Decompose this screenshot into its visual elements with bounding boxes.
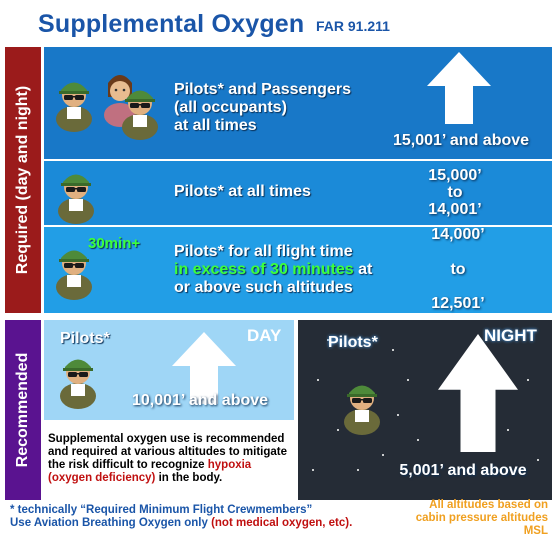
tier-3-alt-bottom: 12,501’ (431, 295, 485, 312)
day-pilots-label: Pilots* (60, 330, 110, 347)
tier-1-text: Pilots* and Passengers (all occupants) a… (174, 81, 351, 134)
regulation-reference: FAR 91.211 (316, 18, 390, 34)
altitude-basis-note: All altitudes based on cabin pressure al… (415, 499, 548, 537)
tier-2-altitude: 15,000’ to 14,001’ (428, 167, 482, 218)
pilot-icon (344, 385, 380, 435)
sidebar-required: Required (day and night) (5, 47, 41, 313)
tier-pilots-30min: 30min+ Pilots* for all flight time in ex… (44, 226, 552, 313)
pilot-icon (56, 82, 92, 132)
footnote-aviation-oxygen: Use Aviation Breathing Oxygen only (not … (10, 517, 353, 529)
pilot-icon (60, 359, 96, 409)
night-pilots-label: Pilots* (328, 334, 378, 351)
up-arrow-icon (438, 334, 518, 452)
passenger-pilot-icon (122, 90, 158, 140)
night-altitude: 5,001’ and above (399, 462, 527, 479)
tier-3-alt-top: 14,000’ (431, 226, 485, 243)
tier-2-text: Pilots* at all times (174, 183, 311, 200)
sidebar-recommended-label: Recommended (14, 352, 31, 468)
sidebar-recommended: Recommended (5, 320, 41, 500)
tier-1-altitude: 15,001’ and above (392, 132, 530, 149)
footnote-crewmembers: * technically “Required Minimum Flight C… (10, 504, 313, 516)
up-arrow-icon (427, 52, 491, 124)
tier-3-alt-mid: to (450, 261, 466, 278)
tier-all-occupants: Pilots* and Passengers (all occupants) a… (44, 47, 552, 159)
tier-3-text: Pilots* for all flight time in excess of… (174, 243, 373, 296)
sidebar-required-label: Required (day and night) (14, 85, 31, 275)
hypoxia-note: Supplemental oxygen use is recommended a… (48, 433, 287, 484)
30min-badge: 30min+ (88, 235, 141, 252)
day-recommendation: Pilots* 10,001’ and above (44, 320, 294, 420)
day-tag: DAY (247, 326, 282, 345)
tier-pilots-all-times: Pilots* at all times 15,000’ to 14,001’ (44, 161, 552, 225)
day-altitude: 10,001’ and above (131, 392, 269, 409)
night-tag: NIGHT (484, 326, 537, 345)
page-title: Supplemental Oxygen (38, 10, 305, 38)
pilot-icon (58, 174, 94, 224)
night-recommendation: Pilots* 5,001’ and above (298, 320, 552, 500)
